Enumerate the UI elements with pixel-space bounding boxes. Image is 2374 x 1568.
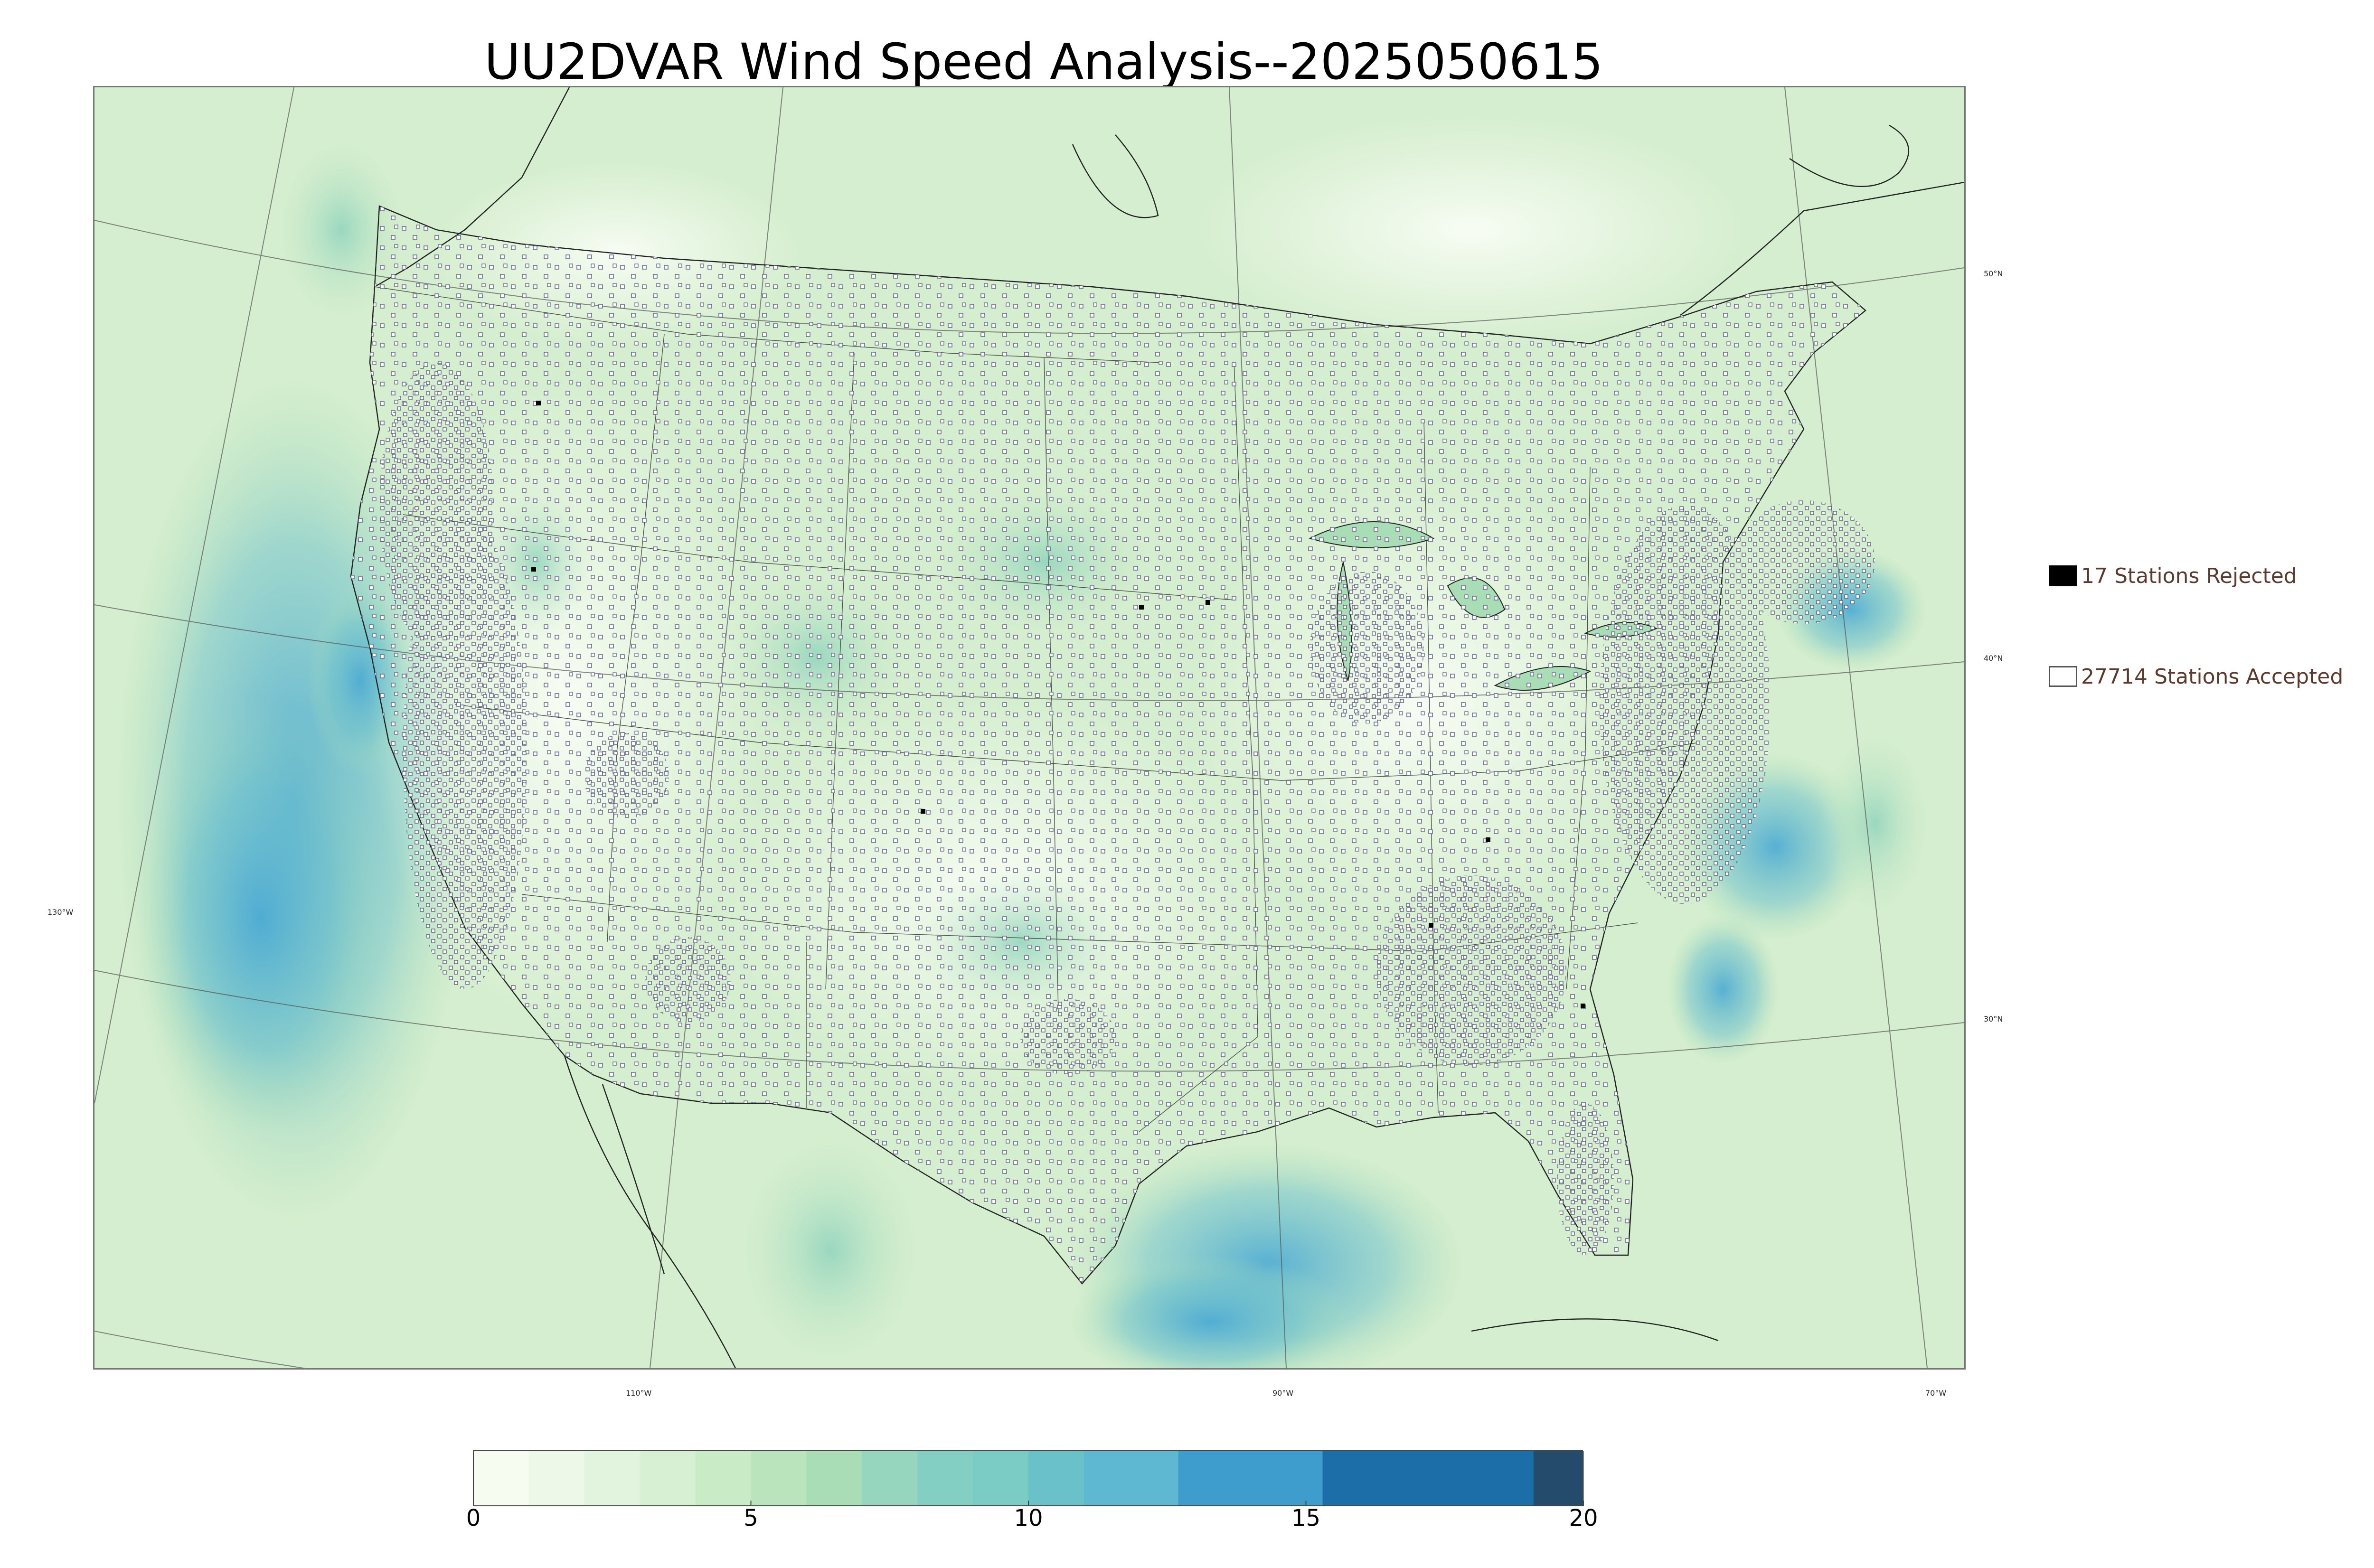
legend-accepted-entry: 27714 Stations Accepted bbox=[2049, 662, 2343, 691]
colorbar-segment bbox=[1083, 1451, 1179, 1506]
colorbar-segment bbox=[1178, 1451, 1323, 1506]
colorbar-segment bbox=[473, 1451, 529, 1506]
wind-speed-map bbox=[94, 87, 1964, 1368]
legend-accepted-label: 27714 Stations Accepted bbox=[2081, 664, 2344, 689]
colorbar bbox=[473, 1450, 1584, 1506]
longitude-label-70w: 70°W bbox=[1925, 1389, 1947, 1398]
rejected-swatch-icon bbox=[2049, 565, 2077, 586]
colorbar-segment bbox=[640, 1451, 696, 1506]
colorbar-tick-label: 5 bbox=[744, 1505, 758, 1531]
colorbar-segment bbox=[806, 1451, 862, 1506]
colorbar-tick-label: 0 bbox=[466, 1505, 481, 1531]
latitude-label-50n: 50°N bbox=[1984, 269, 2003, 278]
legend-rejected-entry: 17 Stations Rejected bbox=[2049, 562, 2297, 590]
colorbar-segment bbox=[1028, 1451, 1084, 1506]
dense-station-clusters bbox=[379, 363, 1875, 1255]
colorbar-segment bbox=[862, 1451, 918, 1506]
colorbar-ticks bbox=[473, 1501, 1584, 1506]
latitude-label-30n: 30°N bbox=[1984, 1014, 2003, 1023]
coastlines-and-borders bbox=[350, 87, 1964, 1368]
colorbar-segment bbox=[917, 1451, 973, 1506]
colorbar-tick-label: 15 bbox=[1291, 1505, 1321, 1531]
colorbar-segment bbox=[973, 1451, 1029, 1506]
map-panel bbox=[93, 86, 1966, 1370]
longitude-label-110w: 110°W bbox=[626, 1389, 652, 1398]
colorbar-segments bbox=[473, 1451, 1584, 1506]
colorbar-segment bbox=[528, 1451, 585, 1506]
map-title: UU2DVAR Wind Speed Analysis--2025050615 bbox=[484, 33, 1603, 91]
colorbar-segment bbox=[1533, 1451, 1584, 1506]
accepted-swatch-icon bbox=[2049, 666, 2077, 687]
colorbar-segment bbox=[1322, 1451, 1534, 1506]
longitude-label-90w: 90°W bbox=[1272, 1389, 1294, 1398]
colorbar-segment bbox=[751, 1451, 807, 1506]
rejected-station-markers bbox=[531, 401, 1585, 1008]
longitude-label-130w: 130°W bbox=[47, 908, 74, 917]
colorbar-segment bbox=[584, 1451, 641, 1506]
latitude-label-40n: 40°N bbox=[1984, 654, 2003, 663]
colorbar-segment bbox=[695, 1451, 751, 1506]
colorbar-tick-label: 10 bbox=[1014, 1505, 1043, 1531]
colorbar-tick-label: 20 bbox=[1569, 1505, 1598, 1531]
legend-rejected-label: 17 Stations Rejected bbox=[2081, 563, 2297, 588]
